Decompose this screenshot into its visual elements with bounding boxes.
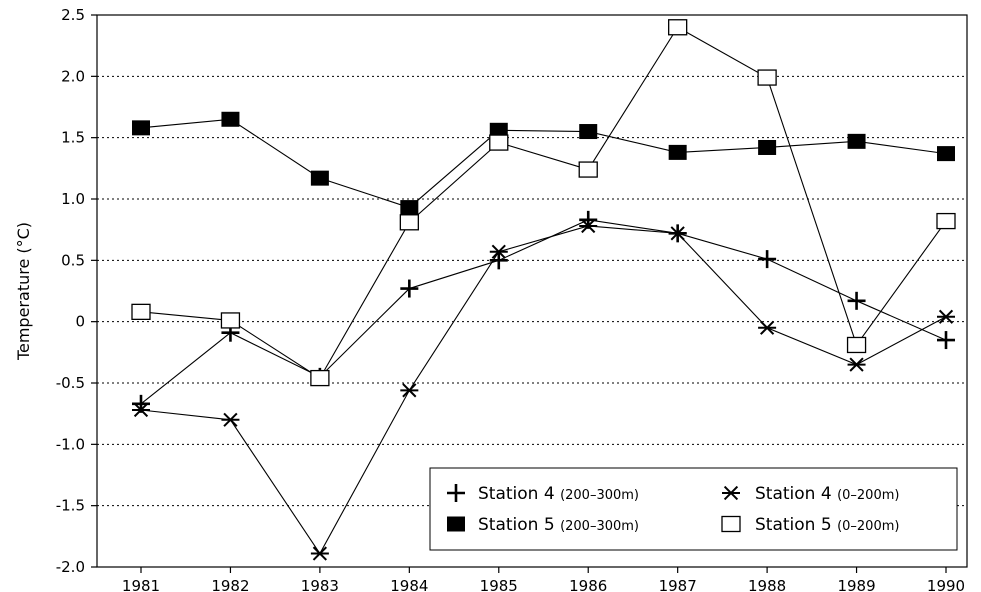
asterisk-marker bbox=[758, 320, 777, 335]
filled-square-marker bbox=[579, 124, 598, 140]
y-tick-label: 0 bbox=[75, 313, 85, 331]
plus-marker bbox=[937, 331, 955, 350]
open-square-marker bbox=[757, 69, 777, 86]
filled-square-marker bbox=[132, 120, 150, 136]
y-axis-title: Temperature (°C) bbox=[14, 222, 33, 361]
y-tick-label: -0.5 bbox=[56, 374, 85, 392]
asterisk-marker bbox=[668, 226, 687, 241]
x-axis-ticks: 1981 1982 1983 1984 1985 1986 1987 1988 1989 1990 bbox=[122, 567, 965, 592]
legend-depth: (200–300m) bbox=[560, 488, 639, 503]
open-square-marker bbox=[131, 303, 151, 321]
asterisk-marker bbox=[489, 244, 508, 259]
y-tick-label: 0.5 bbox=[61, 251, 85, 269]
series-line bbox=[140, 26, 947, 379]
asterisk-marker bbox=[221, 412, 240, 427]
open-square-marker bbox=[578, 161, 598, 178]
series-2 bbox=[132, 218, 955, 561]
asterisk-marker bbox=[847, 357, 866, 372]
y-tick-label: -2.0 bbox=[56, 558, 85, 576]
legend-depth: (0–200m) bbox=[837, 519, 899, 534]
series-line bbox=[140, 219, 947, 405]
open-square-marker bbox=[489, 134, 509, 151]
y-tick-label: -1.0 bbox=[56, 435, 85, 453]
series-layer bbox=[131, 19, 956, 561]
series-line bbox=[140, 118, 947, 209]
series-line bbox=[140, 225, 947, 555]
series-4 bbox=[131, 19, 956, 387]
open-square-marker bbox=[668, 19, 688, 36]
legend-items: Station 4 (200–300m) Station 4 (0–200m) St… bbox=[447, 484, 899, 535]
legend: Station 4 (200–300m) Station 4 (0–200m) St… bbox=[429, 467, 958, 551]
filled-square-marker bbox=[400, 200, 419, 216]
plus-marker bbox=[400, 279, 419, 298]
y-tick-label: 2.5 bbox=[61, 6, 85, 24]
y-tick-label: -1.5 bbox=[56, 497, 85, 515]
filled-square-marker bbox=[310, 170, 329, 186]
filled-square-marker bbox=[489, 122, 508, 138]
open-square-marker bbox=[936, 212, 956, 230]
filled-square-marker bbox=[847, 133, 866, 149]
legend-label: Station 5 (0–200m) bbox=[755, 515, 899, 535]
series-3 bbox=[132, 111, 955, 216]
x-tick-label: 1990 bbox=[927, 577, 965, 592]
x-tick-label: 1982 bbox=[211, 577, 249, 592]
open-square-marker bbox=[399, 214, 419, 231]
legend-open-square-marker bbox=[721, 515, 741, 533]
plus-marker bbox=[758, 250, 777, 269]
x-tick-label: 1989 bbox=[837, 577, 875, 592]
x-tick-label: 1986 bbox=[569, 577, 607, 592]
filled-square-marker bbox=[221, 111, 240, 127]
legend-entry: Station 5 (200–300m) bbox=[447, 515, 639, 535]
plot-area-frame bbox=[96, 14, 968, 568]
legend-entry: Station 5 (0–200m) bbox=[721, 515, 899, 535]
asterisk-marker bbox=[132, 402, 150, 418]
legend-label: Station 4 (200–300m) bbox=[478, 484, 639, 504]
asterisk-marker bbox=[310, 546, 329, 561]
x-tick-label: 1981 bbox=[122, 577, 160, 592]
asterisk-marker bbox=[400, 383, 419, 398]
y-axis-ticks: 2.5 2.0 1.5 1.0 0.5 0 -0.5 -1.0 -1.5 -2.0 bbox=[56, 6, 97, 576]
legend-entry: Station 4 (0–200m) bbox=[722, 484, 899, 504]
y-tick-label: 1.0 bbox=[61, 190, 85, 208]
legend-label: Station 4 (0–200m) bbox=[755, 484, 899, 504]
legend-label: Station 5 (200–300m) bbox=[478, 515, 639, 535]
y-tick-label: 2.0 bbox=[61, 67, 85, 85]
legend-plus-marker bbox=[447, 484, 465, 502]
filled-square-marker bbox=[668, 144, 687, 160]
legend-box bbox=[429, 467, 958, 551]
asterisk-marker bbox=[579, 218, 598, 234]
open-square-marker bbox=[220, 312, 241, 329]
x-tick-label: 1987 bbox=[659, 577, 697, 592]
plus-marker bbox=[847, 291, 866, 310]
y-tick-label: 1.5 bbox=[61, 129, 85, 147]
legend-depth: (0–200m) bbox=[837, 488, 899, 503]
x-tick-label: 1988 bbox=[748, 577, 786, 592]
legend-depth: (200–300m) bbox=[560, 519, 639, 534]
x-tick-label: 1984 bbox=[390, 577, 428, 592]
grid-lines bbox=[97, 75, 967, 507]
filled-square-marker bbox=[758, 139, 777, 155]
open-square-marker bbox=[846, 336, 867, 354]
filled-square-marker bbox=[937, 146, 955, 162]
x-tick-label: 1983 bbox=[301, 577, 339, 592]
legend-asterisk-marker bbox=[722, 485, 740, 501]
x-tick-label: 1985 bbox=[480, 577, 518, 592]
legend-filled-square-marker bbox=[447, 516, 465, 532]
asterisk-marker bbox=[937, 309, 955, 324]
legend-entry: Station 4 (200–300m) bbox=[447, 484, 639, 504]
open-square-marker bbox=[310, 369, 330, 387]
